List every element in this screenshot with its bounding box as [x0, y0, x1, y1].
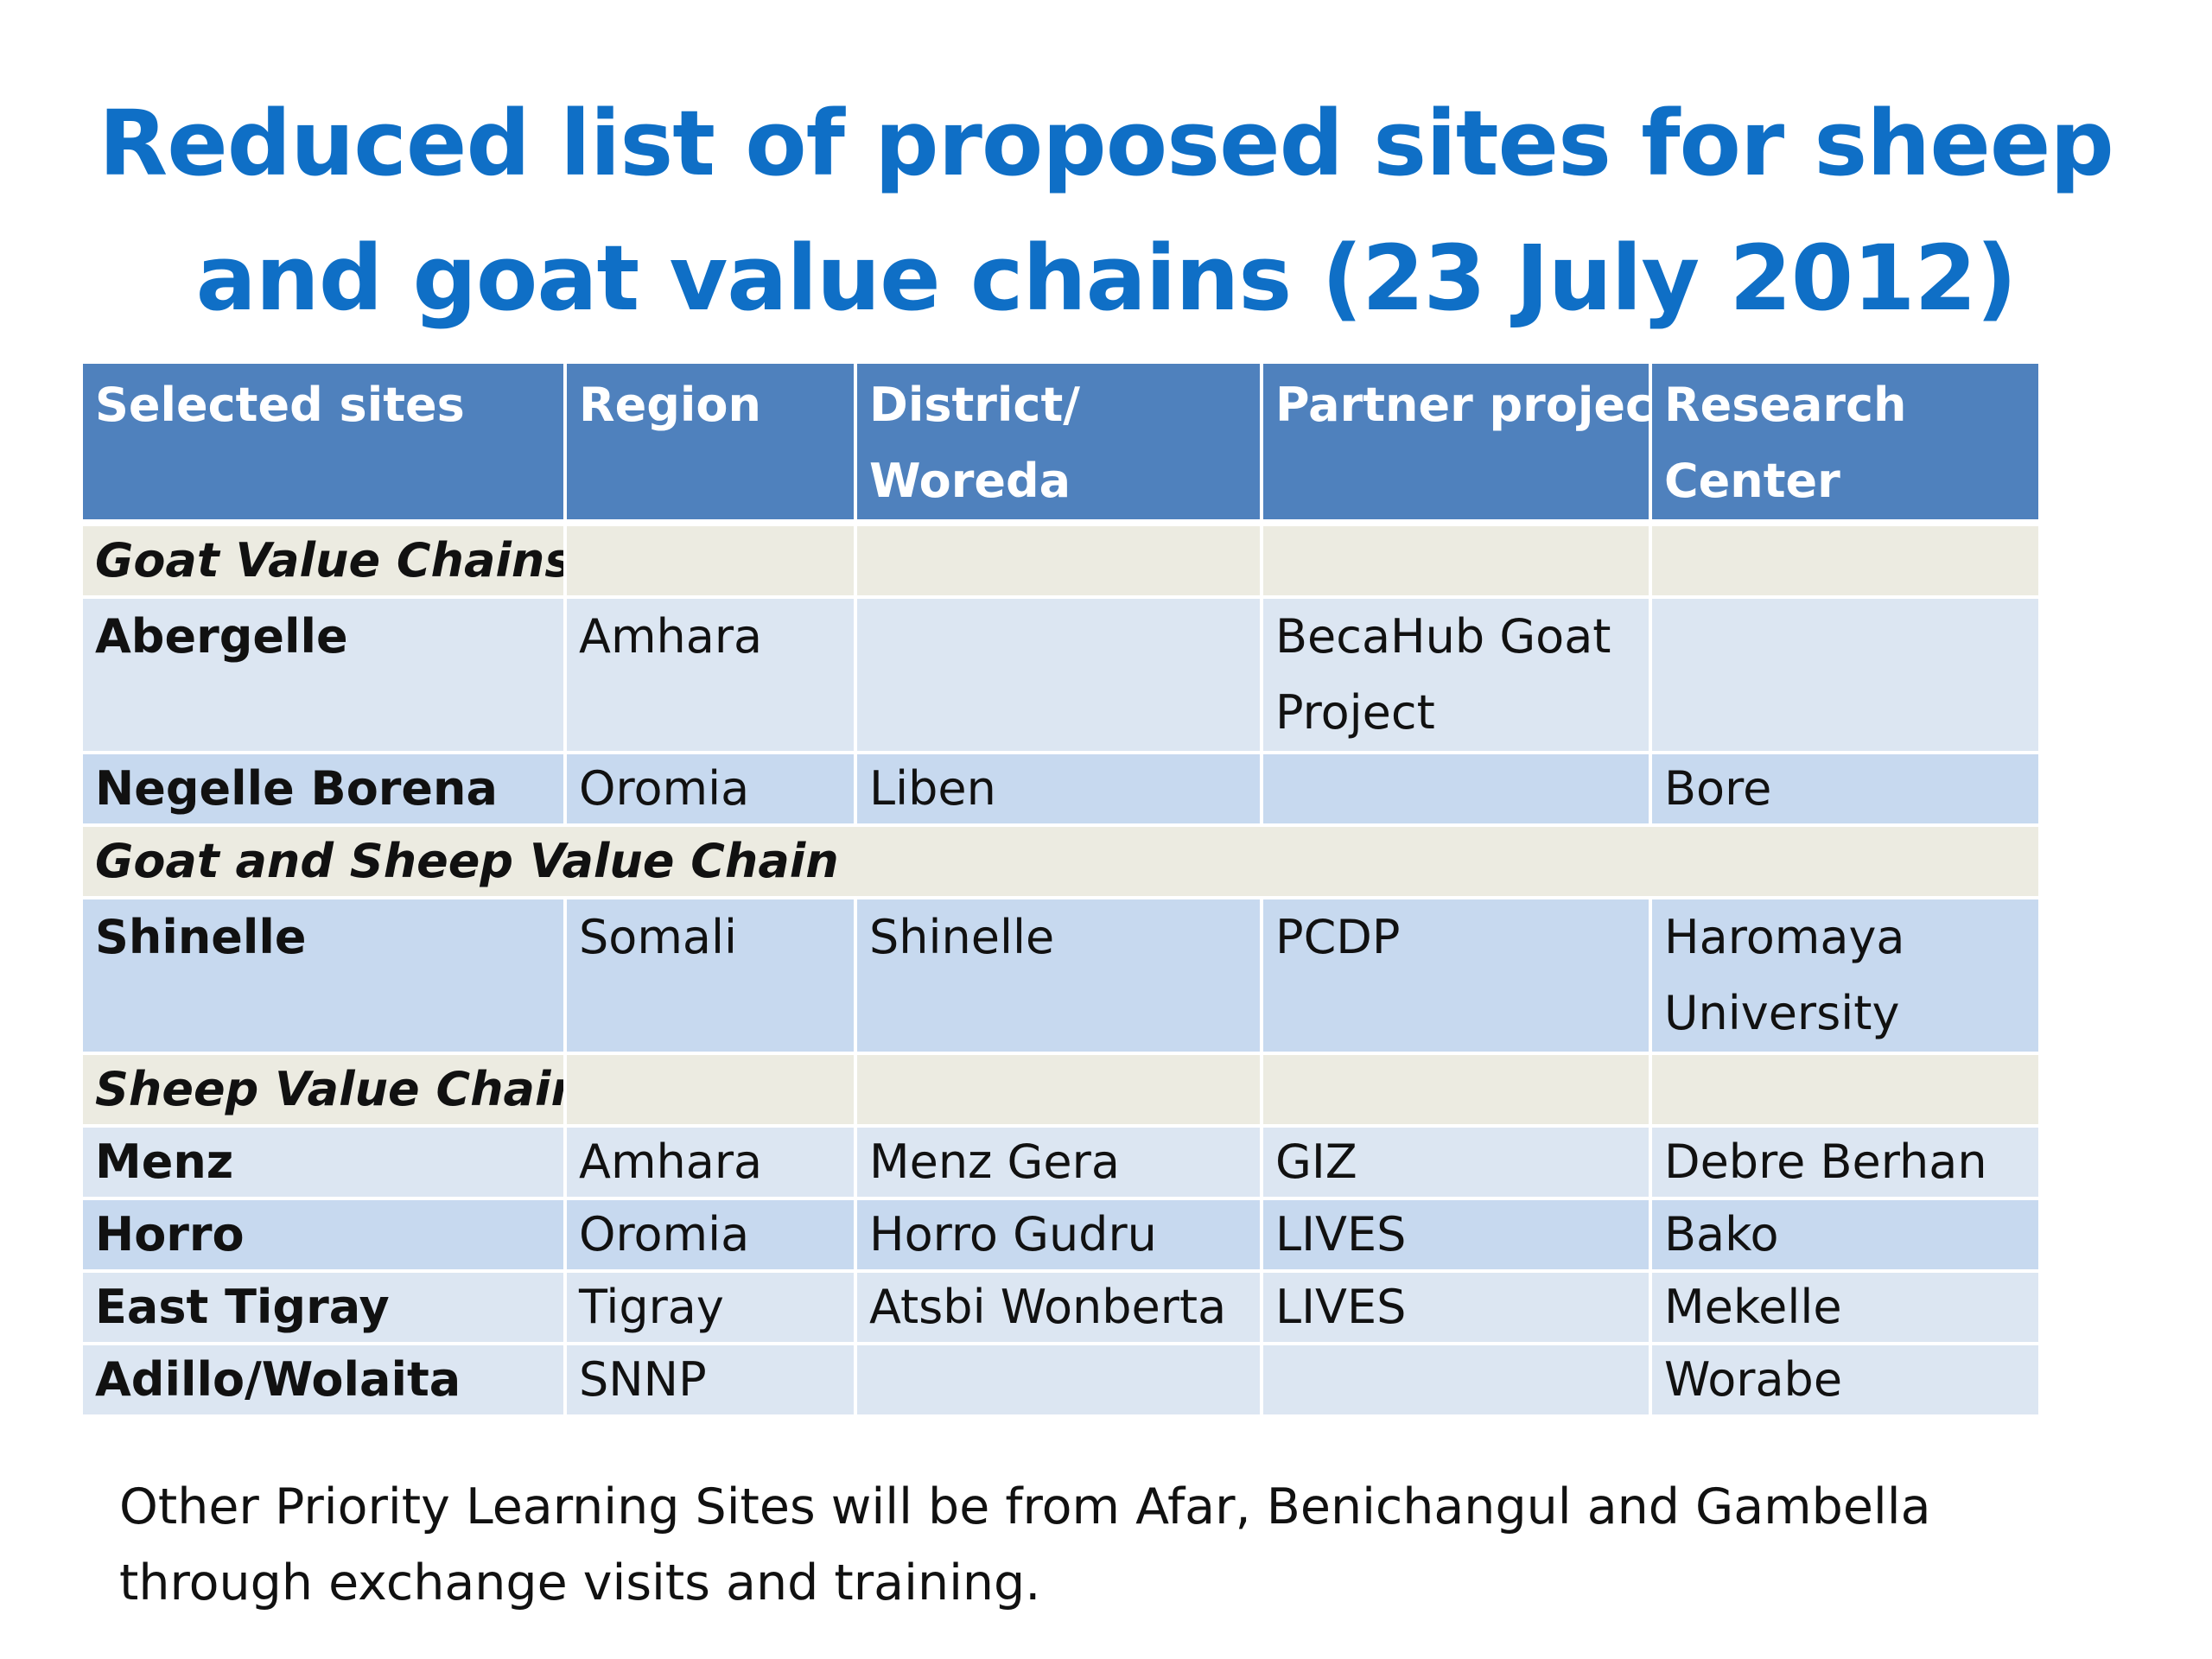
table-cell — [1260, 521, 1652, 599]
header-selected-sites: Selected sites — [79, 360, 567, 526]
cell-region: Amhara — [563, 595, 857, 754]
cell-district: Liben — [854, 751, 1263, 827]
cell-site: Shinelle — [79, 896, 567, 1055]
header-partner-project: Partner project — [1260, 360, 1652, 526]
header-region: Region — [563, 360, 857, 526]
cell-research: Mekelle — [1649, 1269, 2042, 1345]
header-research-line-1: Research — [1664, 378, 1907, 432]
cell-partner: LIVES — [1260, 1269, 1652, 1345]
cell-region: Tigray — [563, 1269, 857, 1345]
section-row-goat-sheep: Goat and Sheep Value Chain — [79, 823, 2042, 899]
section-row-sheep: Sheep Value Chains — [79, 1052, 2042, 1128]
table-row: Shinelle Somali Shinelle PCDP Haromaya U… — [79, 896, 2042, 1055]
table-row: Abergelle Amhara BecaHub Goat Project — [79, 595, 2042, 754]
table-cell — [1649, 521, 2042, 599]
header-row: Selected sites Region District/ Woreda P… — [79, 360, 2042, 526]
header-district-woreda: District/ Woreda — [854, 360, 1263, 526]
cell-research: Worabe — [1649, 1342, 2042, 1418]
cell-site: Negelle Borena — [79, 751, 567, 827]
cell-research: Debre Berhan — [1649, 1124, 2042, 1200]
sites-table: Selected sites Region District/ Woreda P… — [79, 360, 2042, 1418]
section-label: Goat and Sheep Value Chain — [79, 823, 2042, 899]
table-cell — [854, 1052, 1263, 1128]
cell-district: Menz Gera — [854, 1124, 1263, 1200]
table-row: Horro Oromia Horro Gudru LIVES Bako — [79, 1197, 2042, 1273]
cell-district — [854, 595, 1263, 754]
table-row: Adillo/Wolaita SNNP Worabe — [79, 1342, 2042, 1418]
section-row-goat: Goat Value Chains — [79, 521, 2042, 599]
cell-partner: BecaHub Goat Project — [1260, 595, 1652, 754]
cell-partner-line-1: BecaHub Goat — [1275, 609, 1611, 664]
table-header: Selected sites Region District/ Woreda P… — [79, 360, 2042, 526]
cell-region: Somali — [563, 896, 857, 1055]
cell-site: East Tigray — [79, 1269, 567, 1345]
table-row: Menz Amhara Menz Gera GIZ Debre Berhan — [79, 1124, 2042, 1200]
header-district-line-1: District/ — [869, 378, 1080, 432]
cell-research-line-1: Haromaya — [1664, 910, 1905, 964]
cell-site: Menz — [79, 1124, 567, 1200]
cell-research: Haromaya University — [1649, 896, 2042, 1055]
cell-district: Atsbi Wonberta — [854, 1269, 1263, 1345]
slide-title-line-2: and goat value chains (23 July 2012) — [195, 226, 2018, 331]
cell-site: Abergelle — [79, 595, 567, 754]
table-body: Goat Value Chains Abergelle Amhara BecaH… — [79, 521, 2042, 1418]
table-row: Negelle Borena Oromia Liben Bore — [79, 751, 2042, 827]
cell-partner — [1260, 751, 1652, 827]
section-label: Sheep Value Chains — [79, 1052, 567, 1128]
footnote-line-2: through exchange visits and training. — [119, 1554, 1041, 1611]
cell-district: Shinelle — [854, 896, 1263, 1055]
header-district-line-2: Woreda — [869, 454, 1071, 508]
cell-region: Amhara — [563, 1124, 857, 1200]
table-cell — [854, 521, 1263, 599]
cell-research-line-2: University — [1664, 986, 1900, 1040]
cell-region: SNNP — [563, 1342, 857, 1418]
table-cell — [563, 521, 857, 599]
cell-site: Adillo/Wolaita — [79, 1342, 567, 1418]
footnote: Other Priority Learning Sites will be fr… — [119, 1469, 2107, 1621]
cell-region: Oromia — [563, 1197, 857, 1273]
cell-partner: GIZ — [1260, 1124, 1652, 1200]
section-label: Goat Value Chains — [79, 521, 567, 599]
slide-title: Reduced list of proposed sites for sheep… — [0, 76, 2212, 346]
footnote-line-1: Other Priority Learning Sites will be fr… — [119, 1478, 1931, 1535]
slide-title-line-1: Reduced list of proposed sites for sheep — [99, 91, 2114, 196]
cell-research: Bako — [1649, 1197, 2042, 1273]
cell-partner: LIVES — [1260, 1197, 1652, 1273]
table-row: East Tigray Tigray Atsbi Wonberta LIVES … — [79, 1269, 2042, 1345]
cell-partner — [1260, 1342, 1652, 1418]
cell-research: Bore — [1649, 751, 2042, 827]
cell-site: Horro — [79, 1197, 567, 1273]
table-cell — [1649, 1052, 2042, 1128]
table-cell — [1260, 1052, 1652, 1128]
cell-district: Horro Gudru — [854, 1197, 1263, 1273]
header-research-line-2: Center — [1664, 454, 1840, 508]
cell-partner: PCDP — [1260, 896, 1652, 1055]
header-research-center: Research Center — [1649, 360, 2042, 526]
cell-research — [1649, 595, 2042, 754]
cell-partner-line-2: Project — [1275, 685, 1435, 740]
cell-region: Oromia — [563, 751, 857, 827]
table-cell — [563, 1052, 857, 1128]
cell-district — [854, 1342, 1263, 1418]
